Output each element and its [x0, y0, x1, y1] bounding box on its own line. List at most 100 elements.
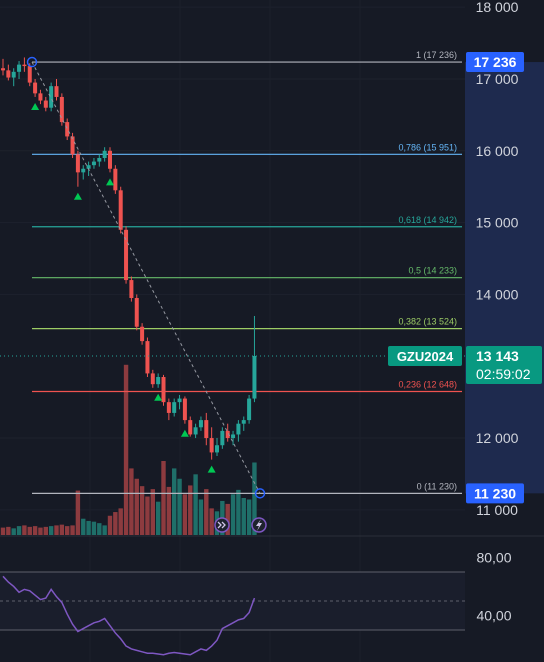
rsi-tick-label: 80,00	[476, 549, 511, 565]
candle-body	[252, 355, 257, 399]
volume-bar	[118, 508, 123, 535]
volume-bar	[193, 474, 198, 535]
candle-body	[172, 402, 177, 413]
last-price-label: 13 143	[476, 348, 519, 364]
symbol-tag	[388, 345, 462, 366]
candle-body	[118, 190, 123, 230]
volume-bar	[166, 486, 172, 535]
candle-body	[54, 86, 59, 97]
volume-bar	[0, 527, 6, 535]
replay-icon[interactable]	[214, 517, 230, 533]
fib-label: 0 (11 230)	[417, 481, 457, 491]
buy-marker-icon	[207, 465, 216, 473]
candle-body	[236, 423, 241, 435]
volume-bar	[91, 521, 97, 535]
trend-anchor-start	[26, 56, 38, 68]
candle-body	[150, 373, 155, 385]
candle-body	[102, 150, 107, 158]
highlighted-price-tag	[466, 483, 524, 504]
buy-marker-icon	[73, 192, 82, 200]
highlight-zone	[465, 62, 544, 494]
price-tick-label: 11 000	[476, 502, 518, 518]
chart-icons[interactable]	[214, 517, 267, 533]
highlighted-price-label: 11 230	[474, 485, 516, 501]
candle-body	[43, 100, 48, 108]
fib-label: 0,382 (13 524)	[398, 317, 457, 327]
rsi-line	[2, 575, 256, 656]
highlighted-price-label: 17 236	[474, 54, 517, 70]
candle-body	[241, 420, 246, 424]
volume-bar	[22, 525, 27, 535]
candle-body	[220, 430, 225, 446]
rsi-tick-label: 40,00	[476, 608, 511, 624]
candle-body	[22, 64, 27, 67]
candle-body	[156, 377, 161, 385]
volume-bar	[134, 478, 139, 535]
candle-body	[161, 377, 166, 403]
trend-anchor-end	[254, 488, 266, 499]
candle-body	[124, 229, 129, 281]
volume-bar	[32, 526, 38, 535]
candle-body	[38, 93, 43, 101]
volume-bar	[225, 503, 230, 535]
volume-bar	[107, 515, 113, 535]
candle-body	[108, 150, 112, 169]
candle-body	[11, 71, 16, 78]
price-tick-label: 17 000	[476, 71, 519, 87]
candle-body	[247, 398, 252, 421]
highlighted-price-tag	[466, 52, 524, 73]
volume-bar	[123, 364, 129, 535]
volume-bar	[209, 508, 214, 535]
replay-arrows	[217, 521, 226, 529]
trend-line[interactable]	[0, 56, 465, 499]
volume-bar	[43, 526, 48, 535]
countdown-label: 02:59:02	[476, 366, 531, 382]
volume-bar	[155, 501, 161, 535]
volume-bar	[177, 478, 182, 535]
candle-body	[49, 86, 54, 108]
volume-bar	[81, 518, 86, 535]
candle-body	[81, 168, 86, 173]
candle-body	[231, 434, 236, 439]
candle-body	[177, 398, 182, 403]
volume-bar	[198, 499, 204, 535]
candle-body	[59, 96, 64, 123]
candle-body	[129, 280, 134, 299]
candle-body	[97, 157, 102, 162]
fib-label: 0,236 (12 648)	[398, 380, 457, 390]
candle-body	[225, 430, 230, 439]
volume-bar	[65, 526, 70, 535]
price-axis[interactable]: 18 000 17 000 16 000 15 000 14 000 12 000 11 0…	[476, 0, 519, 624]
candle-body	[113, 168, 118, 191]
volume-bar	[129, 468, 134, 535]
volume-bar	[113, 512, 118, 535]
volume-bar	[246, 499, 252, 535]
volume-bar	[86, 520, 91, 535]
volume-bar	[241, 498, 246, 535]
price-tick-label: 15 000	[476, 215, 519, 231]
buy-marker-icon	[154, 393, 163, 401]
candle-body	[86, 165, 91, 169]
volume-bar	[252, 462, 257, 535]
candle-body	[204, 420, 209, 439]
volume-bar	[70, 525, 75, 535]
fibonacci-retracement[interactable]: 1 (17 236) 0,786 (15 951) 0,618 (14 942) 0,…	[32, 50, 462, 494]
fib-label: 0,5 (14 233)	[408, 266, 457, 276]
price-tick-label: 18 000	[476, 0, 519, 15]
volume-bar	[6, 526, 11, 535]
volume-bar	[145, 496, 150, 535]
volume-bar	[236, 489, 241, 535]
buy-markers	[31, 102, 216, 473]
volume-bar	[27, 526, 32, 535]
volume-bar	[188, 485, 193, 535]
candle-body	[134, 298, 139, 327]
candle-body	[166, 402, 171, 413]
volume-bar	[150, 489, 155, 535]
price-tick-label: 16 000	[476, 143, 519, 159]
symbol-label: GZU2024	[397, 349, 454, 364]
candle-body	[70, 136, 75, 155]
volume-bar	[97, 523, 102, 535]
candle-body	[65, 122, 70, 137]
volume-bar	[139, 486, 145, 535]
